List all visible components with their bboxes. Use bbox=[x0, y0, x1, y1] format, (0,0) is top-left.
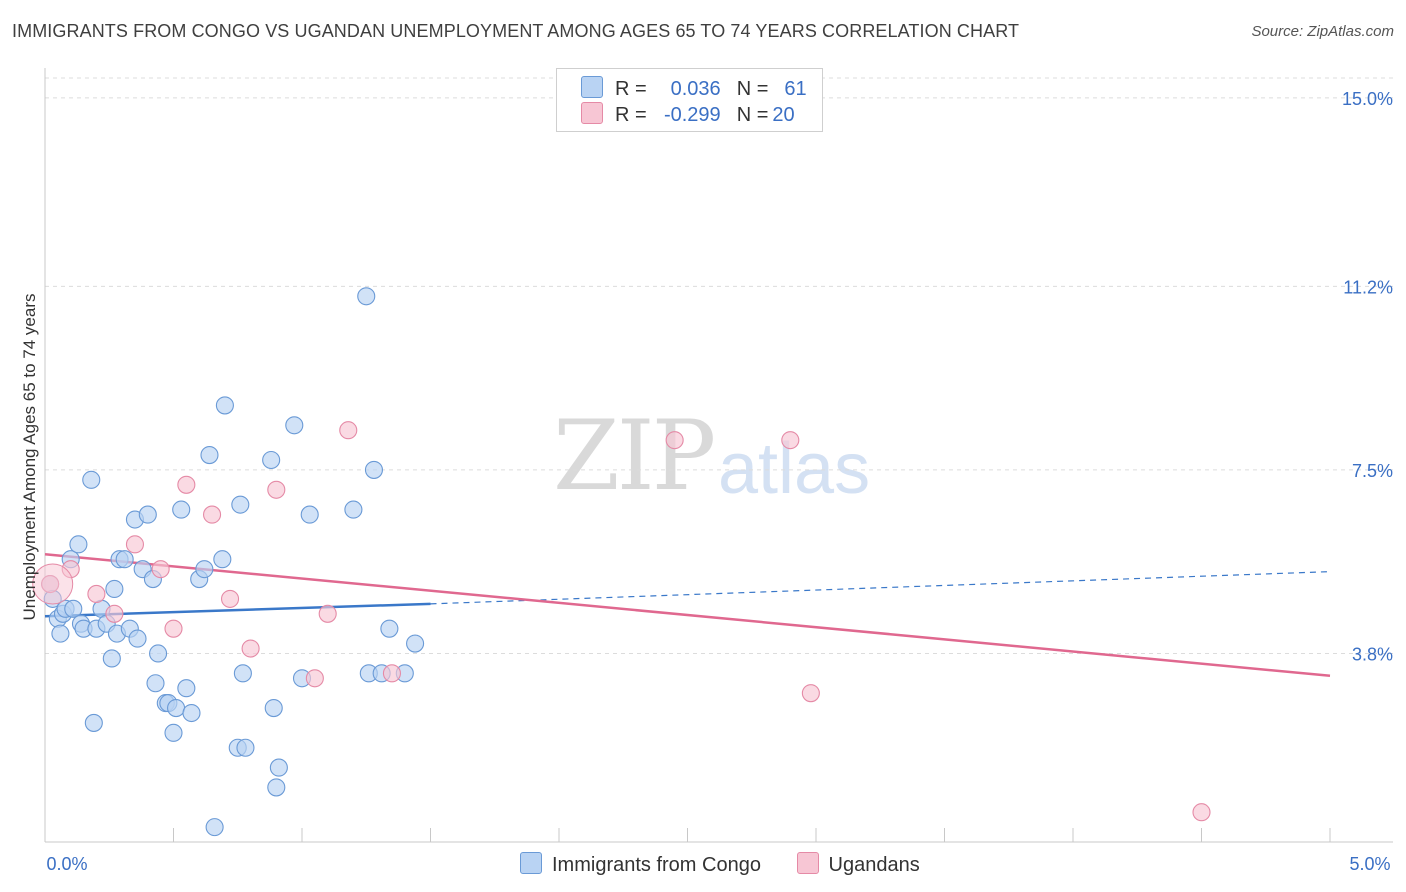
ugandan-point bbox=[267, 480, 286, 499]
congo-point bbox=[69, 535, 88, 554]
axes bbox=[44, 68, 1393, 843]
congo-point bbox=[182, 703, 201, 723]
ugandan-point bbox=[339, 421, 358, 440]
tick-labels: 3.8% 7.5% 11.2% 15.0% 0.0% 5.0% Unemployment A… bbox=[20, 89, 1393, 874]
ugandan-point bbox=[1192, 803, 1211, 822]
legend-r-label: R = bbox=[615, 78, 647, 100]
congo-point bbox=[213, 550, 232, 569]
ugandan-point bbox=[318, 604, 337, 623]
congo-point bbox=[102, 649, 121, 668]
congo-point bbox=[300, 505, 319, 524]
legend-n-label: N = bbox=[736, 104, 769, 126]
y-tick-label: 3.8% bbox=[1352, 644, 1393, 664]
trend-lines bbox=[44, 553, 1331, 678]
legend-swatch-congo bbox=[520, 852, 542, 874]
congo-point bbox=[115, 550, 134, 569]
congo-point bbox=[164, 723, 183, 742]
legend-item-congo[interactable]: Immigrants from Congo bbox=[520, 852, 761, 877]
congo-point bbox=[267, 778, 286, 797]
congo-point bbox=[215, 396, 234, 415]
ugandan-point bbox=[87, 584, 106, 603]
y-tick-label: 7.5% bbox=[1352, 461, 1393, 481]
congo-point bbox=[51, 624, 70, 643]
legend-swatch-ugandans bbox=[796, 852, 819, 874]
congo-point bbox=[344, 500, 363, 519]
congo-point bbox=[105, 579, 124, 599]
source-label: Source: ZipAtlas.com bbox=[1251, 23, 1394, 40]
congo-point bbox=[149, 644, 168, 663]
ugandan-point bbox=[151, 560, 170, 579]
ugandan-point bbox=[665, 431, 684, 450]
ugandan-point bbox=[781, 431, 800, 450]
legend-row-ugandans: R = -0.299 N = 20 bbox=[581, 102, 795, 126]
congo-point bbox=[380, 619, 399, 638]
congo-point bbox=[200, 445, 219, 465]
congo-point bbox=[231, 495, 250, 514]
ugandan-point bbox=[220, 589, 240, 608]
congo-point bbox=[128, 629, 147, 648]
congo-point bbox=[167, 699, 186, 718]
ugandan-point bbox=[241, 639, 260, 658]
congo-point bbox=[172, 500, 191, 519]
congo-point bbox=[82, 470, 101, 489]
legend-r-label: R = bbox=[615, 104, 647, 126]
ugandan-point bbox=[125, 535, 144, 554]
x-tick-label: 0.0% bbox=[46, 854, 87, 874]
ugandan-point bbox=[382, 664, 402, 683]
legend-swatch-ugandans bbox=[581, 102, 603, 124]
congo-point bbox=[285, 416, 304, 435]
congo-point bbox=[195, 560, 214, 579]
legend-label-ugandans: Ugandans bbox=[828, 854, 920, 876]
ugandan-point bbox=[105, 604, 124, 623]
congo-point bbox=[357, 287, 376, 306]
congo-point bbox=[64, 599, 83, 618]
ugandan-trend-line bbox=[44, 553, 1331, 678]
congo-point bbox=[177, 679, 196, 698]
y-tick-label: 11.2% bbox=[1343, 277, 1393, 297]
series-legend: Immigrants from Congo Ugandans bbox=[520, 852, 950, 877]
watermark-zip: ZIP bbox=[553, 400, 716, 512]
ugandan-point-large bbox=[32, 563, 74, 605]
ugandan-point bbox=[305, 669, 324, 688]
congo-point bbox=[264, 699, 283, 718]
ugandan-point bbox=[801, 684, 820, 703]
legend-row-congo: R = 0.036 N = 61 bbox=[581, 76, 807, 100]
stats-legend: R = 0.036 N = 61 R = -0.299 N = 20 bbox=[556, 68, 823, 132]
congo-trend-extension bbox=[430, 571, 1331, 605]
congo-point bbox=[364, 460, 384, 479]
ugandan-point bbox=[164, 619, 183, 638]
legend-n-label: N = bbox=[736, 78, 769, 100]
legend-label-congo: Immigrants from Congo bbox=[552, 854, 761, 876]
legend-swatch-congo bbox=[581, 76, 603, 98]
x-tick-label: 5.0% bbox=[1349, 854, 1390, 874]
y-axis-label: Unemployment Among Ages 65 to 74 years bbox=[20, 294, 39, 621]
congo-point bbox=[84, 713, 103, 732]
congo-point bbox=[138, 505, 157, 524]
congo-point bbox=[233, 664, 252, 683]
data-points bbox=[32, 287, 1211, 837]
congo-point bbox=[146, 674, 165, 693]
ugandan-point bbox=[177, 475, 196, 494]
legend-item-ugandans[interactable]: Ugandans bbox=[796, 852, 920, 877]
congo-point bbox=[262, 450, 281, 470]
congo-point bbox=[205, 818, 224, 837]
legend-r-value: 0.036 bbox=[670, 78, 721, 100]
congo-point bbox=[236, 738, 255, 757]
chart-title: IMMIGRANTS FROM CONGO VS UGANDAN UNEMPLO… bbox=[12, 21, 1020, 41]
y-tick-label: 15.0% bbox=[1342, 89, 1393, 109]
legend-n-value: 61 bbox=[784, 78, 807, 100]
ugandan-point bbox=[203, 505, 222, 524]
congo-point bbox=[406, 634, 425, 653]
legend-n-value: 20 bbox=[772, 104, 795, 126]
grid-lines bbox=[45, 77, 1393, 654]
congo-point bbox=[269, 758, 288, 777]
legend-r-value: -0.299 bbox=[663, 104, 721, 126]
